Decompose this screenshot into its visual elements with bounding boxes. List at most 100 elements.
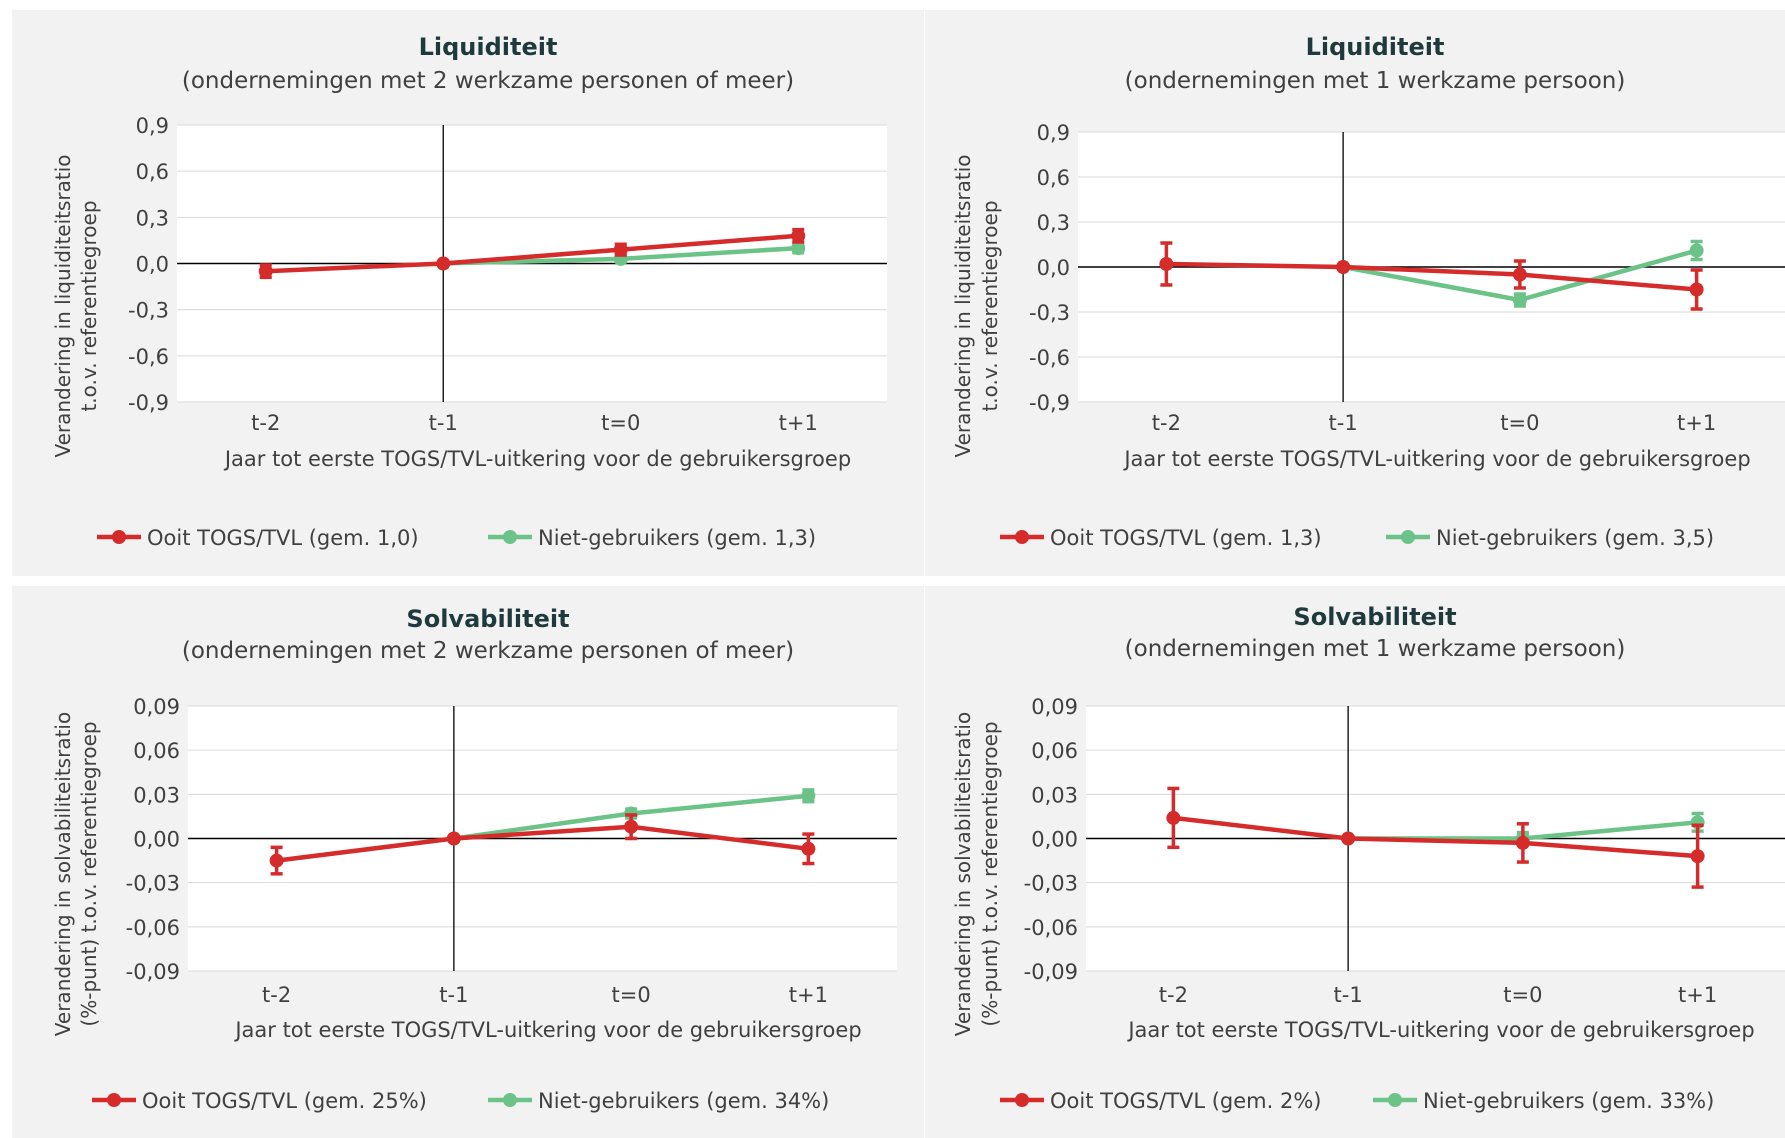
y-tick-label: -0,06 bbox=[126, 916, 180, 940]
data-point bbox=[1341, 831, 1356, 846]
data-point bbox=[1689, 282, 1704, 297]
legend-swatch-marker bbox=[107, 1093, 121, 1107]
data-point bbox=[1166, 810, 1181, 825]
data-point bbox=[624, 819, 639, 834]
data-point bbox=[1512, 293, 1527, 307]
y-tick-label: -0,6 bbox=[128, 345, 169, 369]
chart-solvency-multi-svg: Solvabiliteit (ondernemingen met 2 werkza… bbox=[51, 605, 897, 1113]
y-tick-label: 0,0 bbox=[1037, 256, 1070, 280]
x-tick-label: t-1 bbox=[1334, 983, 1363, 1007]
x-axis-label: Jaar tot eerste TOGS/TVL-uitkering voor … bbox=[233, 1018, 861, 1042]
y-tick-label: 0,3 bbox=[1037, 211, 1070, 235]
x-tick-label: t+1 bbox=[1678, 983, 1717, 1007]
y-tick-label: -0,3 bbox=[1029, 301, 1070, 325]
legend-swatch-marker bbox=[1015, 1093, 1029, 1107]
y-tick-label: 0,3 bbox=[136, 206, 169, 230]
x-tick-label: t-1 bbox=[1329, 411, 1358, 435]
chart-liquidity-single-svg: Liquiditeit (ondernemingen met 1 werkzame… bbox=[951, 33, 1785, 550]
y-tick-label: 0,6 bbox=[136, 160, 169, 184]
data-point bbox=[791, 241, 806, 256]
y-axis-label: Verandering in liquiditeitsratio bbox=[51, 154, 75, 457]
y-tick-label: -0,6 bbox=[1029, 346, 1070, 370]
series-line bbox=[1173, 815, 1698, 859]
data-point bbox=[1336, 260, 1351, 274]
legend-swatch-marker bbox=[503, 530, 517, 544]
data-point bbox=[1515, 835, 1530, 850]
x-tick-label: t-2 bbox=[251, 411, 280, 435]
y-tick-label: 0,06 bbox=[133, 739, 180, 763]
y-tick-label: 0,9 bbox=[136, 114, 169, 138]
chart-subtitle: (ondernemingen met 2 werkzame personen o… bbox=[182, 68, 794, 94]
legend-swatch-marker bbox=[1401, 530, 1415, 544]
y-axis-label: (%-punt) t.o.v. referentiegroep bbox=[978, 721, 1002, 1026]
x-tick-label: t=0 bbox=[612, 983, 651, 1007]
data-point bbox=[613, 242, 628, 257]
series-line bbox=[265, 233, 799, 274]
y-tick-label: -0,03 bbox=[1024, 872, 1078, 896]
y-tick-label: -0,09 bbox=[1024, 960, 1078, 984]
legend-swatch-marker bbox=[1388, 1093, 1402, 1107]
chart-subtitle: (ondernemingen met 2 werkzame personen o… bbox=[182, 638, 794, 664]
x-tick-label: t-1 bbox=[439, 983, 468, 1007]
x-tick-label: t=0 bbox=[1500, 411, 1539, 435]
y-axis-label: t.o.v. referentiegroep bbox=[978, 200, 1002, 411]
y-tick-label: 0,00 bbox=[1031, 828, 1078, 852]
y-tick-label: 0,09 bbox=[133, 695, 180, 719]
y-tick-label: 0,09 bbox=[1031, 695, 1078, 719]
data-point bbox=[791, 228, 806, 243]
y-tick-label: -0,3 bbox=[128, 299, 169, 323]
legend-label: Niet-gebruikers (gem. 34%) bbox=[538, 1089, 829, 1113]
x-tick-label: t+1 bbox=[1677, 411, 1716, 435]
chart-panel-liquidity-single: Liquiditeit (ondernemingen met 1 werkzame… bbox=[925, 10, 1785, 576]
chart-subtitle: (ondernemingen met 1 werkzame persoon) bbox=[1125, 636, 1626, 662]
x-tick-label: t=0 bbox=[1503, 983, 1542, 1007]
y-tick-label: -0,03 bbox=[126, 872, 180, 896]
data-point bbox=[1512, 267, 1527, 282]
chart-panel-liquidity-multi: Liquiditeit (ondernemingen met 2 werkzame… bbox=[12, 10, 924, 576]
y-tick-label: 0,00 bbox=[133, 828, 180, 852]
y-tick-label: -0,9 bbox=[1029, 391, 1070, 415]
legend-label: Niet-gebruikers (gem. 3,5) bbox=[1436, 526, 1714, 550]
y-tick-label: -0,06 bbox=[1024, 916, 1078, 940]
chart-solvency-single-svg: Solvabiliteit (ondernemingen met 1 werkza… bbox=[951, 603, 1785, 1113]
legend-swatch-marker bbox=[112, 530, 126, 544]
chart-panel-solvency-single: Solvabiliteit (ondernemingen met 1 werkza… bbox=[925, 586, 1785, 1138]
x-tick-label: t-1 bbox=[429, 411, 458, 435]
legend-label: Ooit TOGS/TVL (gem. 25%) bbox=[142, 1089, 427, 1113]
y-tick-label: -0,09 bbox=[126, 960, 180, 984]
data-point bbox=[801, 841, 816, 856]
y-tick-label: 0,9 bbox=[1037, 121, 1070, 145]
y-tick-label: 0,06 bbox=[1031, 739, 1078, 763]
x-tick-label: t+1 bbox=[789, 983, 828, 1007]
chart-title: Solvabiliteit bbox=[1293, 603, 1456, 631]
legend-label: Ooit TOGS/TVL (gem. 1,0) bbox=[147, 526, 419, 550]
data-point bbox=[1159, 257, 1174, 271]
legend-swatch-marker bbox=[1015, 530, 1029, 544]
data-point bbox=[1690, 849, 1705, 864]
x-axis-label: Jaar tot eerste TOGS/TVL-uitkering voor … bbox=[223, 447, 851, 471]
x-tick-label: t+1 bbox=[779, 411, 818, 435]
y-tick-label: -0,9 bbox=[128, 391, 169, 415]
legend-label: Ooit TOGS/TVL (gem. 2%) bbox=[1050, 1089, 1321, 1113]
y-axis-label: Verandering in solvabiliteitsratio bbox=[51, 712, 75, 1036]
x-tick-label: t=0 bbox=[601, 411, 640, 435]
data-point bbox=[258, 264, 273, 279]
legend-label: Niet-gebruikers (gem. 33%) bbox=[1423, 1089, 1714, 1113]
y-tick-label: 0,0 bbox=[136, 253, 169, 277]
series-line bbox=[1166, 261, 1697, 292]
chart-title: Liquiditeit bbox=[1306, 33, 1445, 61]
y-tick-label: 0,03 bbox=[1031, 783, 1078, 807]
chart-title: Solvabiliteit bbox=[406, 605, 569, 633]
x-tick-label: t-2 bbox=[262, 983, 291, 1007]
chart-liquidity-multi-svg: Liquiditeit (ondernemingen met 2 werkzame… bbox=[51, 33, 887, 550]
data-point bbox=[1689, 243, 1704, 258]
y-axis-label: Verandering in liquiditeitsratio bbox=[951, 154, 975, 457]
series-line bbox=[276, 824, 809, 863]
chart-panel-solvency-multi: Solvabiliteit (ondernemingen met 2 werkza… bbox=[12, 586, 924, 1138]
data-point bbox=[446, 831, 461, 846]
y-tick-label: 0,03 bbox=[133, 783, 180, 807]
data-point bbox=[801, 788, 816, 803]
y-axis-label: (%-punt) t.o.v. referentiegroep bbox=[77, 721, 101, 1026]
x-tick-label: t-2 bbox=[1159, 983, 1188, 1007]
legend-label: Niet-gebruikers (gem. 1,3) bbox=[538, 526, 816, 550]
